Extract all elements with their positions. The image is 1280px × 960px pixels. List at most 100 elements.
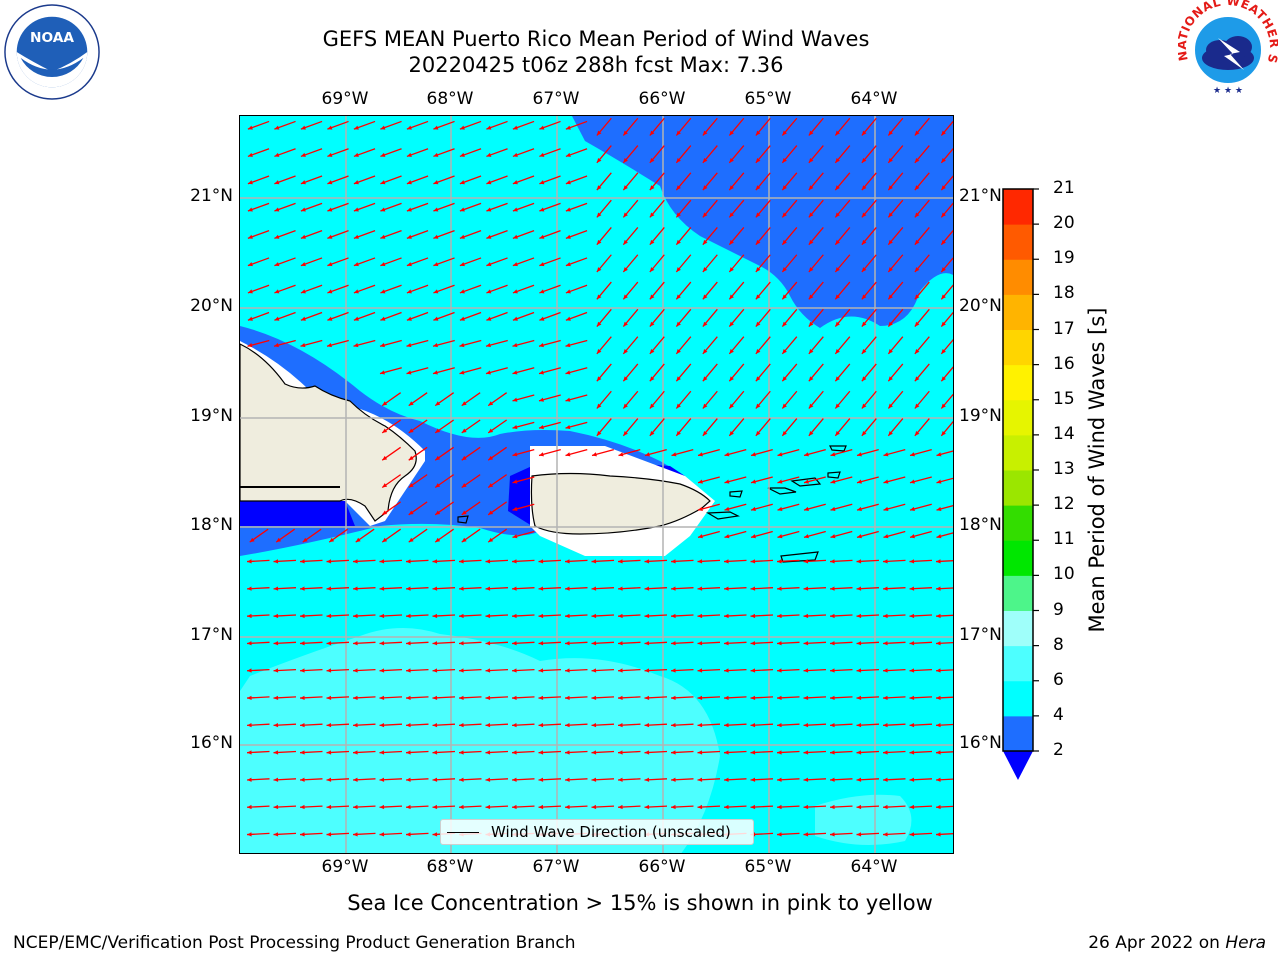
wave-arrow-head-164 bbox=[300, 289, 306, 294]
wave-arrow-head-535 bbox=[671, 695, 676, 700]
wave-arrow-head-269 bbox=[488, 401, 494, 406]
lon-tick-top-67w: 67°W bbox=[532, 89, 580, 109]
wave-arrow-head-411 bbox=[247, 586, 252, 591]
wave-arrow-head-237 bbox=[808, 349, 814, 354]
wave-arrow-head-97 bbox=[676, 212, 681, 218]
wave-arrow-head-187 bbox=[914, 294, 920, 300]
wave-arrow-head-99 bbox=[729, 212, 734, 218]
period-band-2-4-northeast bbox=[572, 116, 953, 328]
wave-arrow-head-85 bbox=[353, 207, 359, 212]
wave-arrow-head-555 bbox=[485, 723, 491, 728]
wave-arrow-head-544 bbox=[909, 695, 915, 700]
wave-arrow-head-595 bbox=[830, 750, 835, 755]
wave-arrow-head-533 bbox=[618, 695, 623, 700]
wave-arrow-head-397 bbox=[591, 559, 597, 564]
wave-arrow-head-257 bbox=[755, 376, 761, 382]
wave-arrow-head-189 bbox=[247, 316, 253, 321]
wave-arrow-head-635 bbox=[459, 804, 464, 810]
wave-arrow-head-375 bbox=[724, 534, 730, 539]
wave-arrow-head-551 bbox=[379, 723, 385, 728]
colorbar-band-4 bbox=[1003, 575, 1033, 611]
lon-tick-bottom-66w: 66°W bbox=[638, 857, 686, 877]
wave-arrow-head-51 bbox=[888, 157, 893, 163]
wave-arrow-head-204 bbox=[649, 321, 655, 327]
wave-arrow-head-180 bbox=[729, 294, 734, 300]
wave-arrow-head-427 bbox=[671, 586, 676, 591]
island-anegada bbox=[829, 445, 847, 452]
wave-arrow-head-480 bbox=[644, 641, 650, 646]
wave-arrow-head-150 bbox=[649, 267, 655, 272]
wave-arrow-head-121 bbox=[596, 239, 602, 245]
wave-arrow-head-344 bbox=[883, 479, 889, 484]
wave-arrow-head-275 bbox=[649, 403, 655, 409]
wave-arrow-head-563 bbox=[697, 723, 703, 728]
wave-arrow-head-146 bbox=[539, 262, 545, 267]
wave-arrow-head-465 bbox=[247, 641, 252, 646]
footer-producer: NCEP/EMC/Verification Post Processing Pr… bbox=[13, 933, 576, 953]
wave-arrow-head-322 bbox=[724, 452, 730, 457]
wave-arrow-head-45 bbox=[729, 157, 734, 163]
wave-arrow-head-199 bbox=[512, 316, 518, 321]
wave-arrow-head-433 bbox=[830, 586, 835, 591]
colorbar-band-11 bbox=[1003, 329, 1033, 366]
wave-arrow-head-160 bbox=[914, 267, 920, 272]
wave-arrow-head-61 bbox=[433, 180, 439, 185]
wave-arrow-head-149 bbox=[623, 267, 628, 272]
wave-arrow-head-404 bbox=[777, 559, 782, 564]
wave-arrow-head-559 bbox=[591, 723, 597, 728]
island-tortola bbox=[790, 477, 822, 487]
wave-arrow-head-657 bbox=[326, 832, 332, 837]
wave-arrow-head-134 bbox=[941, 239, 946, 245]
wave-arrow-head-416 bbox=[379, 586, 385, 591]
wave-arrow-head-333 bbox=[435, 483, 441, 488]
wave-arrow-head-534 bbox=[644, 695, 650, 700]
wave-arrow-head-163 bbox=[274, 289, 280, 294]
map-subtitle: 20220425 t06z 288h fcst Max: 7.36 bbox=[408, 53, 784, 77]
wave-arrow-head-285 bbox=[914, 403, 920, 409]
wind-wave-direction-arrows bbox=[246, 117, 953, 837]
wave-arrow-head-174 bbox=[565, 289, 571, 294]
wave-arrow-head-208 bbox=[755, 321, 761, 327]
period-band-below-2-west bbox=[240, 501, 355, 526]
wave-arrow-head-230 bbox=[623, 349, 628, 354]
wave-arrow-head-548 bbox=[300, 723, 305, 728]
wave-arrow-head-600 bbox=[247, 777, 252, 782]
wave-arrow-head-607 bbox=[432, 777, 438, 782]
wave-arrow-head-226 bbox=[512, 343, 518, 348]
wave-arrow-head-426 bbox=[644, 586, 650, 591]
wave-arrow-head-454 bbox=[671, 613, 676, 619]
wave-arrow-head-133 bbox=[914, 239, 920, 245]
footer-host: Hera bbox=[1225, 933, 1266, 953]
wave-arrow-head-488 bbox=[856, 641, 862, 646]
wave-arrow-head-76 bbox=[835, 185, 840, 191]
wave-arrow-head-48 bbox=[808, 157, 814, 163]
wave-arrow-head-506 bbox=[618, 668, 623, 673]
colorbar-under-triangle bbox=[1003, 751, 1033, 780]
wave-arrow-head-553 bbox=[432, 723, 438, 728]
wave-arrow-head-40 bbox=[596, 157, 602, 163]
wave-arrow-head-317 bbox=[592, 452, 597, 457]
wave-arrow-head-308 bbox=[941, 430, 946, 436]
wave-arrow-head-215 bbox=[941, 321, 946, 327]
wave-arrow-head-46 bbox=[755, 157, 761, 163]
wave-arrow-head-84 bbox=[327, 207, 333, 212]
wave-arrow-head-631 bbox=[353, 804, 358, 810]
wave-arrow-head-286 bbox=[941, 403, 946, 409]
wave-arrow-head-108 bbox=[247, 234, 253, 239]
wave-arrow-head-646 bbox=[750, 804, 756, 810]
wave-arrow-head-258 bbox=[782, 376, 787, 382]
wave-arrow-head-509 bbox=[697, 668, 703, 673]
wave-arrow-head-126 bbox=[729, 239, 734, 245]
wave-arrow-head-590 bbox=[697, 750, 703, 755]
wave-arrow-head-609 bbox=[485, 777, 491, 782]
wave-arrow-head-611 bbox=[538, 777, 544, 782]
colorbar-label-20: 20 bbox=[1053, 213, 1075, 234]
wave-arrow-head-323 bbox=[751, 452, 756, 457]
wave-arrow-head-565 bbox=[750, 723, 756, 728]
wave-arrow-head-35 bbox=[459, 152, 465, 157]
wave-arrow-head-660 bbox=[406, 832, 411, 837]
wave-arrow-head-531 bbox=[565, 695, 570, 700]
wave-arrow-head-234 bbox=[729, 349, 734, 354]
wave-arrow-head-514 bbox=[830, 668, 835, 673]
wave-arrow-head-24 bbox=[888, 130, 893, 136]
